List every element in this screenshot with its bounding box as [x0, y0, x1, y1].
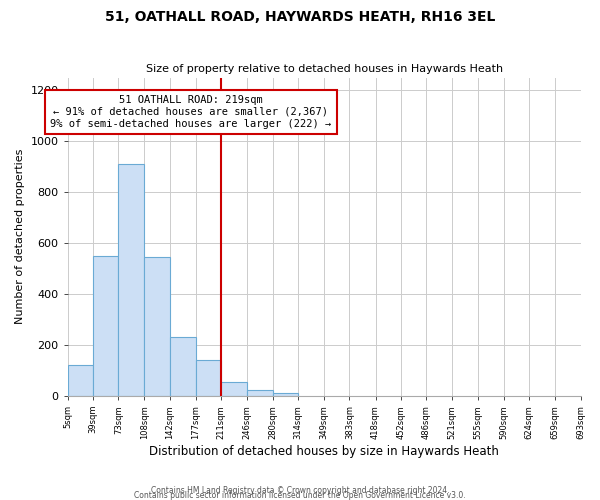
Bar [68, 366, 93, 396]
Title: Size of property relative to detached houses in Haywards Heath: Size of property relative to detached ho… [146, 64, 503, 74]
Text: Contains HM Land Registry data © Crown copyright and database right 2024.: Contains HM Land Registry data © Crown c… [151, 486, 449, 495]
Bar [170, 338, 196, 396]
X-axis label: Distribution of detached houses by size in Haywards Heath: Distribution of detached houses by size … [149, 444, 499, 458]
Bar [93, 256, 118, 396]
Bar [221, 382, 247, 396]
Text: Contains public sector information licensed under the Open Government Licence v3: Contains public sector information licen… [134, 491, 466, 500]
Bar [247, 390, 272, 396]
Text: 51 OATHALL ROAD: 219sqm
← 91% of detached houses are smaller (2,367)
9% of semi-: 51 OATHALL ROAD: 219sqm ← 91% of detache… [50, 96, 331, 128]
Y-axis label: Number of detached properties: Number of detached properties [15, 149, 25, 324]
Bar [272, 394, 298, 396]
Bar [196, 360, 221, 396]
Bar [118, 164, 145, 396]
Bar [145, 257, 170, 396]
Text: 51, OATHALL ROAD, HAYWARDS HEATH, RH16 3EL: 51, OATHALL ROAD, HAYWARDS HEATH, RH16 3… [105, 10, 495, 24]
